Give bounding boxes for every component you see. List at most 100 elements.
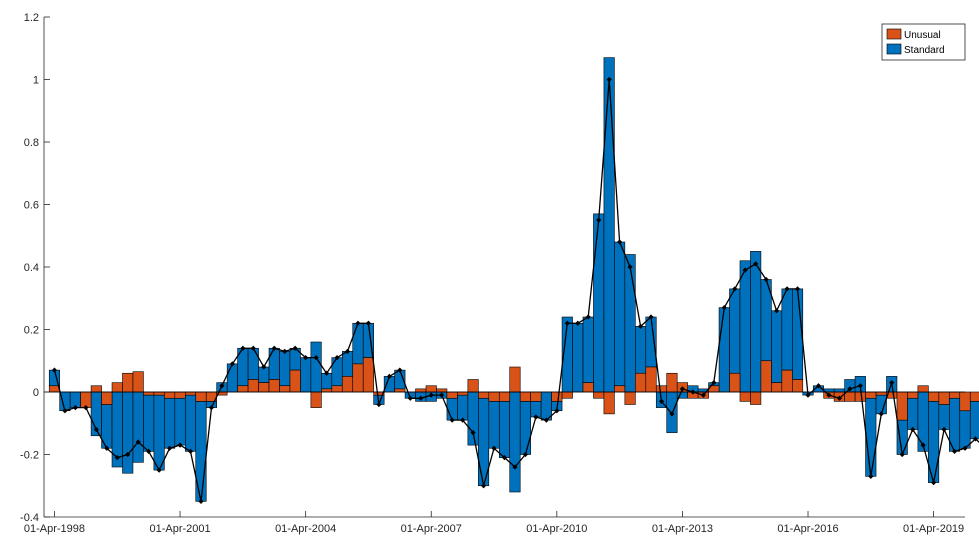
total-marker bbox=[878, 411, 884, 417]
bar-standard bbox=[519, 401, 531, 455]
y-tick-label: -0.2 bbox=[20, 450, 39, 462]
bar-unusual bbox=[415, 388, 427, 393]
total-marker bbox=[491, 445, 497, 451]
total-marker bbox=[805, 392, 811, 398]
bar-standard bbox=[792, 288, 804, 380]
bar-unusual bbox=[917, 385, 929, 393]
total-marker bbox=[156, 467, 162, 473]
bar-standard bbox=[498, 401, 511, 458]
total-marker bbox=[554, 408, 560, 414]
bar-unusual bbox=[666, 372, 678, 393]
bar-unusual bbox=[635, 372, 647, 393]
x-axis-ticks: 01-Apr-1998 01-Apr-2001 01-Apr-2004 01-Apr-… bbox=[24, 511, 964, 535]
bar-unusual bbox=[792, 379, 804, 393]
y-tick-label: 0.2 bbox=[24, 325, 39, 337]
bar-unusual bbox=[331, 385, 343, 393]
bar-standard bbox=[593, 213, 605, 393]
total-marker bbox=[920, 442, 926, 448]
total-marker bbox=[585, 314, 591, 320]
total-marker bbox=[323, 370, 330, 376]
x-tick-label: 01-Apr-2010 bbox=[526, 523, 587, 535]
y-tick-label: 1.2 bbox=[24, 12, 39, 24]
bar-unusual bbox=[457, 391, 469, 396]
total-marker bbox=[271, 345, 277, 351]
bar-standard bbox=[603, 57, 615, 393]
bar-unusual bbox=[258, 382, 270, 393]
x-tick-label: 01-Apr-2007 bbox=[401, 523, 462, 535]
total-marker bbox=[910, 426, 916, 433]
bar-unusual bbox=[614, 385, 626, 393]
bar-unusual bbox=[310, 391, 322, 408]
bar-unusual bbox=[969, 391, 979, 402]
total-marker bbox=[575, 320, 581, 326]
total-marker bbox=[386, 373, 392, 379]
bar-standard bbox=[938, 404, 950, 430]
bar-standard bbox=[446, 397, 458, 421]
bar-unusual bbox=[132, 371, 144, 393]
bar-standard bbox=[467, 391, 479, 446]
bar-unusual bbox=[90, 385, 102, 393]
bar-unusual bbox=[519, 391, 531, 402]
bar-unusual bbox=[655, 385, 668, 393]
total-marker bbox=[522, 451, 529, 458]
bar-unusual bbox=[750, 391, 762, 405]
bar-unusual bbox=[645, 366, 657, 393]
total-marker bbox=[428, 392, 434, 398]
total-marker bbox=[135, 439, 141, 445]
total-marker bbox=[962, 445, 968, 451]
bar-unusual bbox=[760, 360, 772, 393]
total-marker bbox=[261, 364, 267, 370]
total-marker bbox=[83, 405, 89, 411]
total-marker bbox=[166, 445, 173, 451]
total-marker bbox=[815, 383, 822, 389]
bar-unusual bbox=[771, 382, 783, 393]
bar-standard bbox=[771, 310, 783, 383]
bar-unusual bbox=[467, 379, 479, 393]
total-line bbox=[51, 76, 979, 504]
bar-standard bbox=[122, 391, 134, 474]
bar-unusual bbox=[907, 391, 919, 399]
total-marker bbox=[617, 239, 623, 245]
total-marker bbox=[679, 386, 686, 392]
total-marker bbox=[62, 408, 68, 414]
bar-unusual bbox=[739, 391, 751, 402]
bar-standard bbox=[279, 351, 291, 387]
total-marker bbox=[250, 345, 256, 351]
bar-unusual bbox=[551, 391, 563, 402]
total-marker bbox=[460, 417, 466, 423]
total-marker bbox=[742, 267, 748, 273]
bar-standard bbox=[624, 254, 636, 393]
bar-unusual bbox=[425, 385, 437, 393]
bar-standard bbox=[833, 388, 845, 393]
total-marker bbox=[784, 286, 790, 292]
total-marker bbox=[700, 392, 706, 398]
y-tick-label: -0.4 bbox=[20, 512, 39, 524]
bar-unusual bbox=[561, 391, 573, 399]
bar-unusual bbox=[122, 372, 134, 393]
bar-standard bbox=[509, 391, 521, 493]
total-marker bbox=[376, 401, 382, 408]
total-marker bbox=[564, 320, 570, 326]
bar-unusual bbox=[875, 391, 887, 396]
total-marker bbox=[533, 414, 539, 420]
bar-standard bbox=[959, 410, 971, 449]
bar-unusual bbox=[593, 391, 605, 399]
total-marker bbox=[303, 355, 309, 361]
bar-unusual bbox=[352, 363, 364, 393]
total-marker bbox=[669, 411, 675, 417]
total-marker bbox=[606, 76, 612, 83]
bar-unusual bbox=[394, 388, 406, 393]
bar-unusual bbox=[959, 391, 971, 412]
bar-unusual bbox=[949, 391, 961, 399]
total-marker bbox=[125, 451, 131, 458]
bar-standard bbox=[226, 363, 238, 393]
bar-unusual bbox=[268, 379, 280, 393]
total-marker bbox=[219, 383, 225, 389]
bar-standard bbox=[865, 397, 877, 477]
total-marker bbox=[365, 320, 372, 326]
bar-standard bbox=[969, 401, 979, 440]
total-marker bbox=[177, 442, 183, 448]
bar-unusual bbox=[153, 391, 165, 396]
total-marker bbox=[344, 348, 351, 354]
